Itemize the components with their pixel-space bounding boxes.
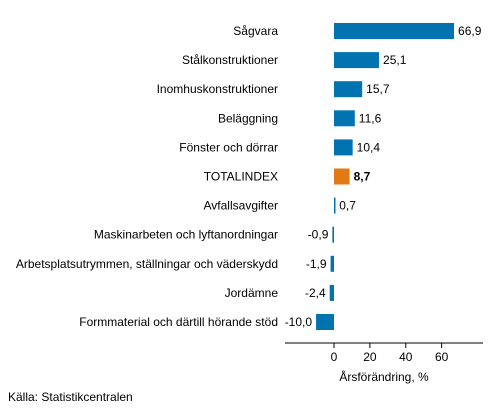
category-label: Stålkonstruktioner [182,53,278,67]
bar [330,285,334,301]
data-label: 11,6 [359,111,382,125]
category-label: Inomhuskonstruktioner [157,82,278,96]
bar [316,314,334,330]
bar [334,23,454,39]
category-label: TOTALINDEX [204,170,278,184]
x-tick-label: 0 [331,350,338,364]
data-label: -1,9 [306,257,327,271]
category-label: Maskinarbeten och lyftanordningar [94,228,278,242]
x-tick-label: 40 [399,350,413,364]
category-label: Avfallsavgifter [204,199,278,213]
bar [334,81,362,97]
data-label: 15,7 [366,82,390,96]
data-label: -10,0 [285,315,313,329]
bar [332,227,334,243]
data-label: 0,7 [339,199,356,213]
x-tick-label: 60 [435,350,449,364]
source-note: Källa: Statistikcentralen [8,390,133,404]
category-label: Formmaterial och därtill hörande stöd [79,315,278,329]
bar [334,198,336,214]
x-tick-label: 20 [363,350,377,364]
data-label: -0,9 [308,228,329,242]
x-axis-title: Årsförändring, % [339,369,429,384]
data-label: 10,4 [357,140,381,154]
category-label: Sågvara [233,24,278,38]
bar [334,110,355,126]
bar [334,52,379,68]
bar [334,139,353,155]
bar-highlight [334,169,350,185]
category-label: Jordämne [225,286,279,300]
data-label: 25,1 [383,53,407,67]
data-label: -2,4 [305,286,326,300]
bar-chart: Sågvara 66,9 Stålkonstruktioner 25,1 Inomhus… [0,0,493,385]
category-label: Fönster och dörrar [179,140,278,154]
data-label: 8,7 [354,170,371,184]
bar [331,256,334,272]
category-label: Beläggning [218,111,278,125]
category-label: Arbetsplatsutrymmen, ställningar och väd… [16,257,278,271]
data-label: 66,9 [458,24,482,38]
